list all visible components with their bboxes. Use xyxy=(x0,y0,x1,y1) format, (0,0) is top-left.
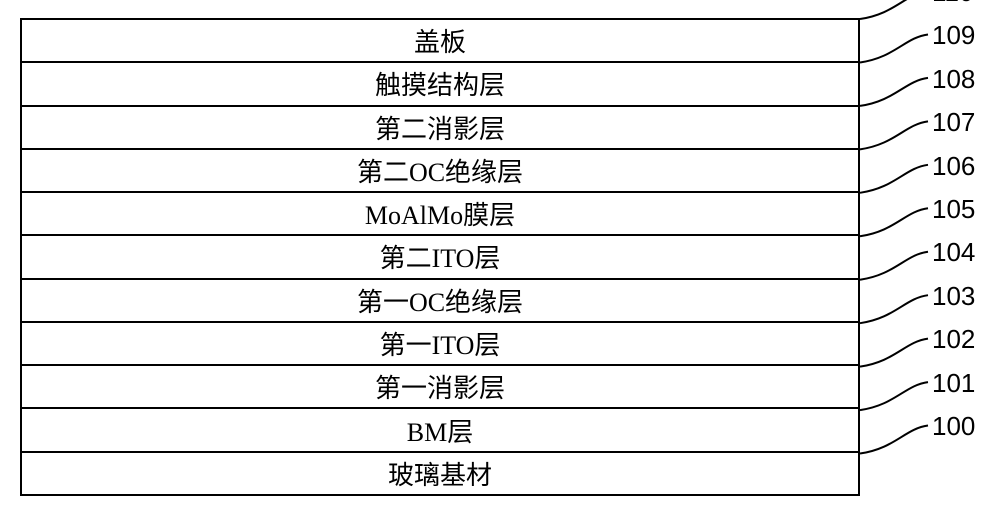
leader-curve xyxy=(860,78,928,106)
reference-number: 101 xyxy=(932,368,975,399)
leader-curve xyxy=(860,121,928,149)
leader-curve xyxy=(860,208,928,236)
leader-curve xyxy=(860,382,928,410)
leader-curve xyxy=(860,0,928,19)
reference-number: 105 xyxy=(932,194,975,225)
leader-curve xyxy=(860,34,928,62)
leader-curve xyxy=(860,339,928,367)
leader-lines xyxy=(0,0,1000,510)
reference-number: 107 xyxy=(932,107,975,138)
leader-curve xyxy=(860,252,928,280)
reference-number: 103 xyxy=(932,281,975,312)
reference-number: 106 xyxy=(932,151,975,182)
leader-curve xyxy=(860,165,928,193)
reference-number: 110 xyxy=(932,0,973,8)
reference-number: 109 xyxy=(932,20,975,51)
reference-number: 108 xyxy=(932,64,975,95)
leader-curve xyxy=(860,295,928,323)
reference-number: 104 xyxy=(932,237,975,268)
reference-number: 100 xyxy=(932,411,975,442)
leader-curve xyxy=(860,426,928,454)
reference-number: 102 xyxy=(932,324,975,355)
